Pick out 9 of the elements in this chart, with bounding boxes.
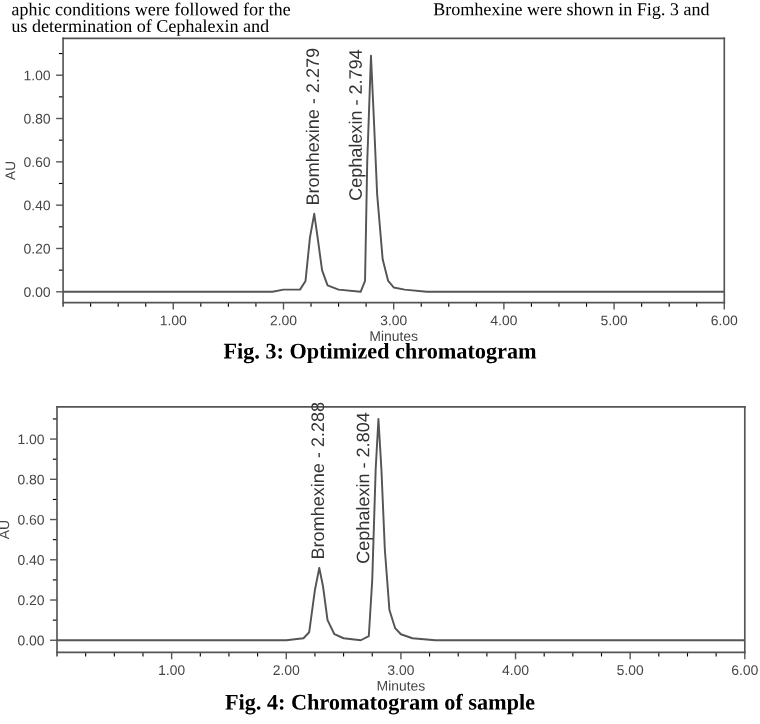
annotation: Cephalexin - 2.794 xyxy=(348,49,366,200)
text: Bromhexine were shown in Fig. 3 and xyxy=(433,2,710,20)
annotation: Bromhexine - 2.288 xyxy=(310,402,325,559)
text: Fig. 3: Optimized chromatogram xyxy=(223,342,537,364)
text: aphic conditions were followed for the xyxy=(12,2,291,20)
text: Fig. 4: Chromatogram of sample xyxy=(225,693,535,715)
annotation: Bromhexine - 2.279 xyxy=(305,48,320,205)
annotation: Cephalexin - 2.804 xyxy=(356,412,373,563)
text: us determination of Cephalexin and xyxy=(11,19,269,36)
